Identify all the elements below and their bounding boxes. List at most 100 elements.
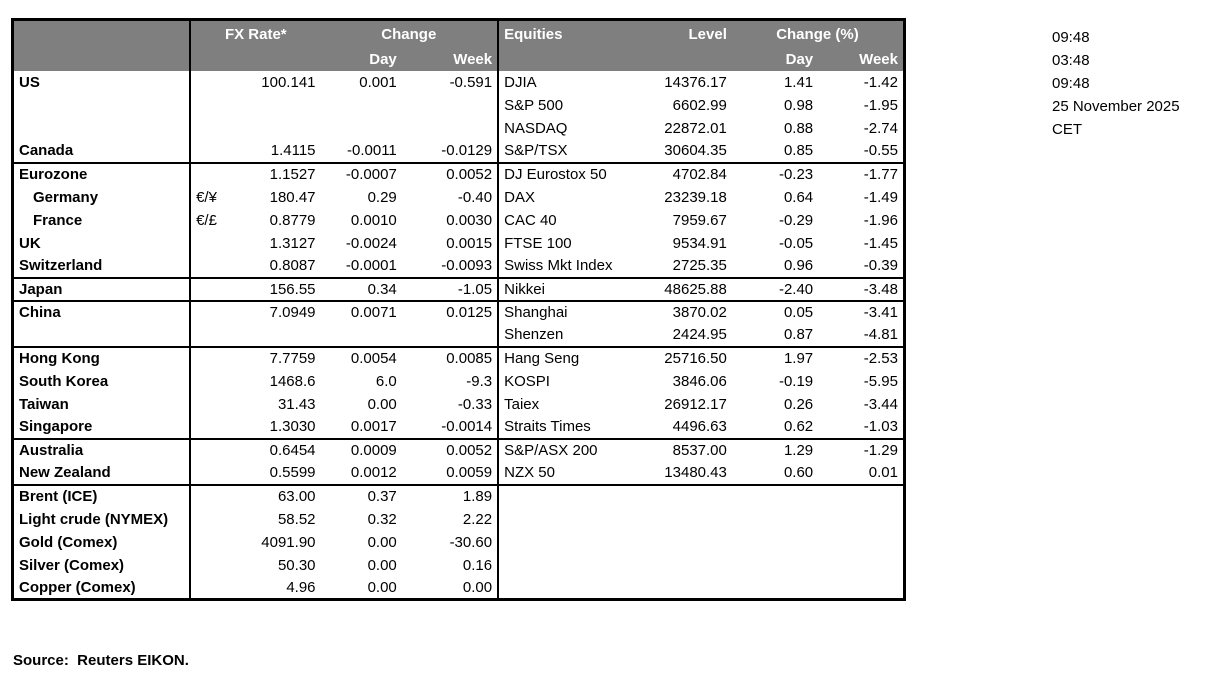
row-label: Silver (Comex) bbox=[12, 553, 192, 577]
row-label: US bbox=[12, 70, 192, 94]
equity-label: Straits Times bbox=[504, 418, 591, 435]
equity-level-value: 9534.91 bbox=[672, 234, 727, 252]
equity-level-value: 25716.50 bbox=[664, 350, 727, 367]
currency-pair bbox=[190, 416, 220, 439]
table-row: Gold (Comex) 4091.90 0.00 -30.60 bbox=[12, 530, 905, 554]
fx-change-day-value: -0.0001 bbox=[345, 257, 397, 274]
equity-level-value: 26912.17 bbox=[664, 395, 727, 413]
fx-change-day-value bbox=[321, 94, 402, 117]
currency-pair bbox=[190, 140, 220, 163]
table-row: UK 1.3127 -0.0024 0.0015 FTSE 100 9534.91 -0.0… bbox=[12, 231, 905, 255]
currency-pair bbox=[190, 255, 220, 278]
equity-label: Nikkei bbox=[504, 280, 545, 298]
equity-level-value: 2424.95 bbox=[672, 326, 727, 343]
currency-pair bbox=[190, 439, 220, 462]
fx-rate-value: 100.141 bbox=[261, 73, 316, 91]
fx-rate-value: 0.5599 bbox=[269, 464, 316, 481]
row-label: Hong Kong bbox=[12, 346, 192, 370]
fx-rate-value: 4.96 bbox=[286, 578, 316, 596]
fx-change-day-value: -0.0024 bbox=[345, 234, 397, 252]
fx-change-day-value: 0.00 bbox=[367, 578, 397, 596]
currency-pair bbox=[190, 301, 220, 324]
fx-rate-value bbox=[220, 94, 320, 117]
fx-change-week-value: -0.591 bbox=[401, 70, 500, 94]
fx-change-week-value: -0.33 bbox=[401, 392, 500, 416]
fx-rate-value: 0.8087 bbox=[269, 257, 316, 274]
fx-change-week-value: -30.60 bbox=[401, 530, 500, 554]
fx-change-week-value: 0.00 bbox=[401, 576, 500, 600]
equity-change-week-value: -3.41 bbox=[863, 304, 898, 321]
source-note: Source: Reuters EIKON. bbox=[13, 652, 189, 669]
header-eq-day: Day bbox=[731, 48, 819, 71]
table-group: Hong Kong 7.7759 0.0054 0.0085 Hang Seng 2571… bbox=[12, 346, 905, 439]
header-fx-rate: FX Rate* bbox=[190, 19, 321, 49]
fx-rate-value bbox=[220, 324, 320, 347]
row-label: Australia bbox=[12, 438, 192, 462]
fx-rate-value: 4091.90 bbox=[261, 533, 316, 551]
equity-change-week-value: -1.45 bbox=[863, 234, 898, 252]
equity-label: KOSPI bbox=[504, 372, 550, 390]
row-label: Canada bbox=[12, 139, 192, 163]
fx-rate-value: 58.52 bbox=[277, 510, 316, 528]
equity-change-day-value: 0.96 bbox=[783, 257, 814, 274]
header-fx-day: Day bbox=[320, 48, 402, 71]
fx-change-day-value bbox=[321, 117, 402, 140]
header-fx-change: Change bbox=[320, 19, 500, 49]
row-label: Singapore bbox=[12, 415, 192, 439]
currency-pair bbox=[190, 508, 220, 531]
equity-label: NASDAQ bbox=[504, 119, 568, 137]
currency-pair bbox=[190, 393, 220, 416]
fx-rate-value: 1.4115 bbox=[270, 142, 316, 159]
equity-change-day-value bbox=[732, 577, 818, 600]
equity-level-value: 6602.99 bbox=[672, 96, 727, 114]
equity-level-value: 2725.35 bbox=[672, 257, 727, 274]
equity-change-week-value: -5.95 bbox=[863, 372, 898, 390]
fx-change-day-value bbox=[321, 324, 402, 347]
currency-pair bbox=[190, 370, 220, 393]
fx-change-week-value: 0.0030 bbox=[401, 208, 500, 232]
fx-change-day-value: 0.37 bbox=[367, 488, 397, 505]
equity-label: NZX 50 bbox=[504, 464, 555, 481]
fx-change-day-value: 0.32 bbox=[367, 510, 397, 528]
table-row: Germany €/¥ 180.47 0.29 -0.40 DAX 23239.18 0.64… bbox=[12, 185, 905, 209]
table-row: Brent (ICE) 63.00 0.37 1.89 bbox=[12, 484, 905, 508]
fx-change-day-value: 0.0010 bbox=[350, 211, 397, 229]
fx-change-day-value: 6.0 bbox=[375, 372, 397, 390]
equity-change-day-value: 0.26 bbox=[783, 395, 814, 413]
currency-pair bbox=[190, 117, 220, 140]
fx-change-week-value bbox=[401, 116, 500, 140]
equity-change-week-value: 0.01 bbox=[868, 464, 898, 481]
fx-change-week-value: -0.0014 bbox=[401, 415, 500, 439]
header-fx-week: Week bbox=[401, 48, 500, 71]
header-level: Level bbox=[619, 19, 732, 49]
table-row: Shenzen 2424.95 0.87 -4.81 bbox=[12, 323, 905, 347]
equity-change-week-value bbox=[818, 508, 904, 531]
equity-level-value: 13480.43 bbox=[664, 464, 727, 481]
equity-level-value: 22872.01 bbox=[664, 119, 727, 137]
timestamp-line: 25 November 2025 bbox=[1052, 98, 1180, 115]
table-row: France €/£ 0.8779 0.0010 0.0030 CAC 40 7959.67… bbox=[12, 208, 905, 232]
fx-change-week-value: 0.0125 bbox=[401, 300, 500, 324]
fx-rate-value bbox=[220, 117, 320, 140]
equity-level-value: 30604.35 bbox=[664, 142, 727, 159]
table-group: Australia 0.6454 0.0009 0.0052 S&P/ASX 200 85… bbox=[12, 438, 905, 485]
equity-change-day-value: 0.05 bbox=[783, 304, 814, 321]
table-group: US 100.141 0.001 -0.591 DJIA 14376.17 1.41 -1.4… bbox=[12, 70, 905, 163]
equity-level-value bbox=[620, 554, 732, 577]
table-row: Singapore 1.3030 0.0017 -0.0014 Straits Time… bbox=[12, 415, 905, 439]
fx-change-week-value: 1.89 bbox=[401, 484, 500, 508]
table-header: FX Rate* Change Equities Level Change (%… bbox=[12, 19, 905, 71]
table-row: New Zealand 0.5599 0.0012 0.0059 NZX 50 13480… bbox=[12, 461, 905, 485]
row-label: UK bbox=[12, 231, 192, 255]
equity-level-value bbox=[620, 531, 732, 554]
equity-change-day-value: -0.29 bbox=[778, 211, 814, 229]
row-label: Taiwan bbox=[12, 392, 192, 416]
fx-change-week-value: -0.0093 bbox=[401, 254, 500, 278]
equity-change-week-value: -1.95 bbox=[863, 96, 898, 114]
equity-label bbox=[498, 554, 619, 577]
currency-pair bbox=[190, 347, 220, 370]
equity-label: DJIA bbox=[504, 73, 537, 91]
equity-change-day-value bbox=[732, 554, 818, 577]
fx-rate-value: 0.6454 bbox=[269, 442, 316, 459]
timestamp-line: 03:48 bbox=[1052, 52, 1090, 69]
